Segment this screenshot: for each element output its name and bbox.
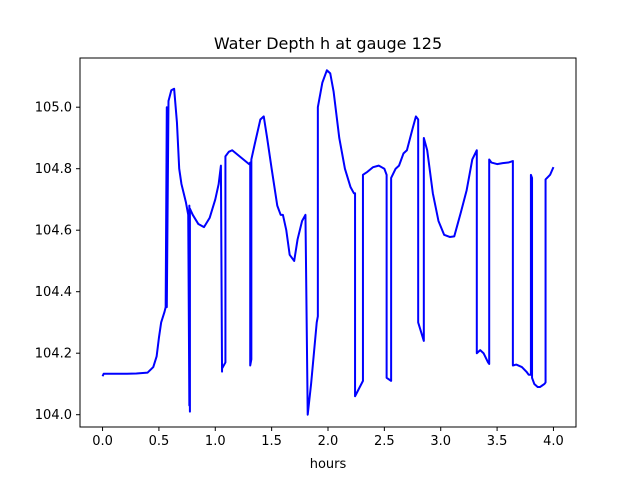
x-tick-label: 1.0 — [205, 434, 226, 449]
plot-line-layer — [101, 69, 555, 416]
x-axis-label: hours — [310, 457, 347, 472]
y-tick-label: 105.0 — [35, 101, 72, 116]
x-axis: 0.0 0.5 1.0 1.5 2.0 2.5 3.0 3.5 4.0 — [92, 427, 564, 449]
x-tick-label: 0.0 — [92, 434, 113, 449]
x-tick-label: 3.5 — [487, 434, 508, 449]
x-tick-label: 2.5 — [374, 434, 395, 449]
chart-title: Water Depth h at gauge 125 — [214, 34, 442, 53]
y-axis: 104.0 104.2 104.4 104.6 104.8 105.0 — [35, 101, 80, 423]
x-tick-label: 1.5 — [261, 434, 282, 449]
x-tick-label: 4.0 — [543, 434, 564, 449]
y-tick-label: 104.2 — [35, 347, 72, 362]
y-tick-label: 104.4 — [35, 285, 72, 300]
y-tick-label: 104.8 — [35, 162, 72, 177]
y-tick-label: 104.6 — [35, 224, 72, 239]
x-tick-label: 3.0 — [430, 434, 451, 449]
y-tick-label: 104.0 — [35, 408, 72, 423]
x-tick-label: 0.5 — [149, 434, 170, 449]
series-line-0 — [101, 69, 555, 416]
x-tick-label: 2.0 — [318, 434, 339, 449]
